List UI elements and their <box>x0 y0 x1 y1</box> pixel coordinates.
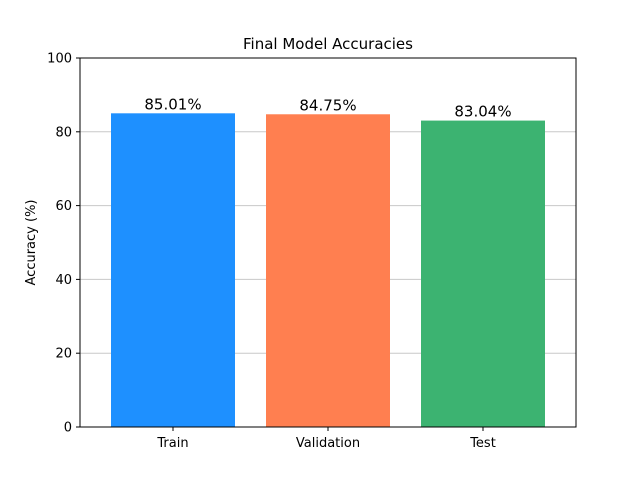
y-tick-label: 20 <box>55 347 72 362</box>
bar-test <box>421 120 545 427</box>
y-tick-label: 0 <box>64 421 72 436</box>
bar-validation <box>266 114 390 428</box>
bar-train <box>111 113 235 427</box>
y-axis-label: Accuracy (%) <box>24 200 39 286</box>
chart-title: Final Model Accuracies <box>243 35 413 53</box>
x-axis: Train Validation Test <box>156 427 496 451</box>
x-tick-label: Validation <box>296 436 360 451</box>
y-axis: 0 20 40 60 80 100 <box>47 52 80 436</box>
y-tick-label: 60 <box>55 199 72 214</box>
data-label: 84.75% <box>299 96 356 114</box>
data-label: 85.01% <box>144 95 201 113</box>
x-tick-label: Train <box>156 436 188 451</box>
y-tick-label: 40 <box>55 273 72 288</box>
y-tick-label: 80 <box>55 125 72 140</box>
data-label: 83.04% <box>454 103 511 121</box>
bars: 85.01% 84.75% 83.04% <box>111 95 545 428</box>
x-tick-label: Test <box>469 436 496 451</box>
y-tick-label: 100 <box>47 52 72 67</box>
